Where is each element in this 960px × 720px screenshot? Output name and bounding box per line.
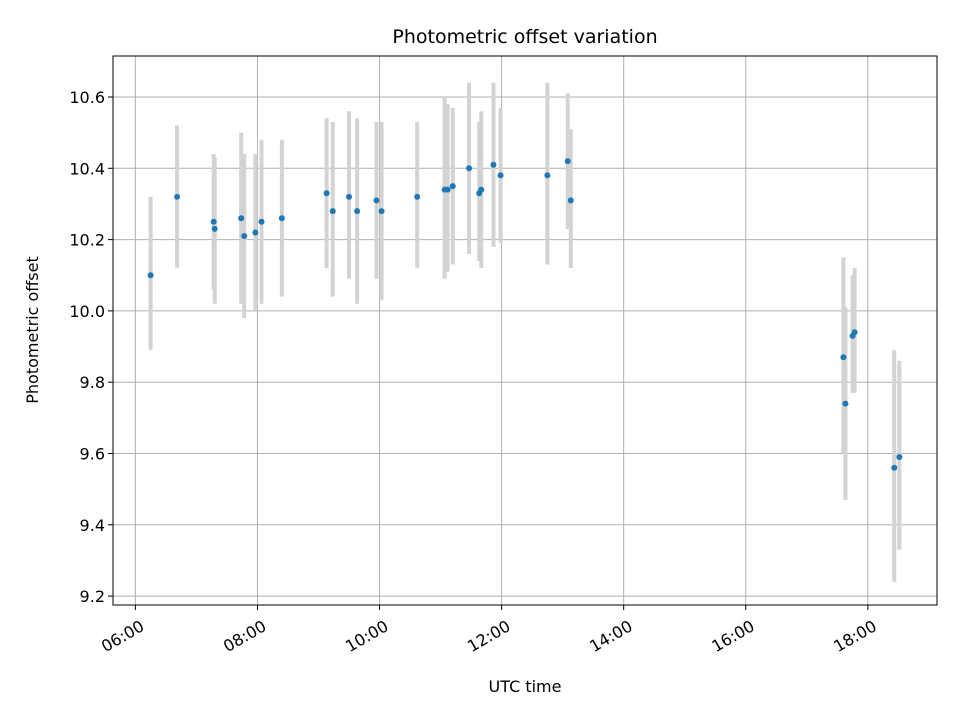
data-point <box>497 172 504 179</box>
data-point <box>490 161 497 168</box>
data-point <box>544 172 551 179</box>
data-point <box>147 272 154 279</box>
data-point <box>278 215 285 222</box>
y-tick-label: 9.6 <box>80 444 105 463</box>
data-point <box>842 400 849 407</box>
data-point <box>567 197 574 204</box>
data-point <box>252 229 259 236</box>
data-point <box>414 193 421 200</box>
data-point <box>323 190 330 197</box>
data-point <box>258 218 265 225</box>
data-point <box>329 208 336 215</box>
data-point <box>378 208 385 215</box>
data-point <box>210 218 217 225</box>
data-point <box>211 225 218 232</box>
data-point <box>238 215 245 222</box>
chart-title: Photometric offset variation <box>392 26 657 48</box>
y-tick-label: 10.0 <box>69 302 105 321</box>
data-point <box>241 233 248 240</box>
y-tick-label: 9.4 <box>80 516 105 535</box>
plot-frame <box>112 55 938 606</box>
plot-area <box>113 56 937 605</box>
y-tick-label: 10.6 <box>69 88 105 107</box>
data-point <box>346 193 353 200</box>
data-point <box>891 464 898 471</box>
data-point <box>840 354 847 361</box>
data-point <box>373 197 380 204</box>
y-tick-label: 10.2 <box>69 231 105 250</box>
y-tick-label: 9.8 <box>80 373 105 392</box>
y-axis: 9.2 9.4 9.6 9.8 10.0 10.2 10.4 10.6 <box>69 88 113 606</box>
data-point <box>354 208 361 215</box>
x-axis-title: UTC time <box>489 677 562 696</box>
data-point <box>851 329 858 336</box>
data-points <box>147 158 903 471</box>
data-point <box>564 158 571 165</box>
y-tick-label: 9.2 <box>80 587 105 606</box>
y-axis-title: Photometric offset <box>23 256 42 404</box>
grid <box>113 56 937 605</box>
data-point <box>478 186 485 193</box>
data-point <box>896 454 903 461</box>
data-point <box>449 183 456 190</box>
data-point <box>174 193 181 200</box>
data-point <box>466 165 473 172</box>
data-point <box>444 186 451 193</box>
y-tick-label: 10.4 <box>69 159 105 178</box>
